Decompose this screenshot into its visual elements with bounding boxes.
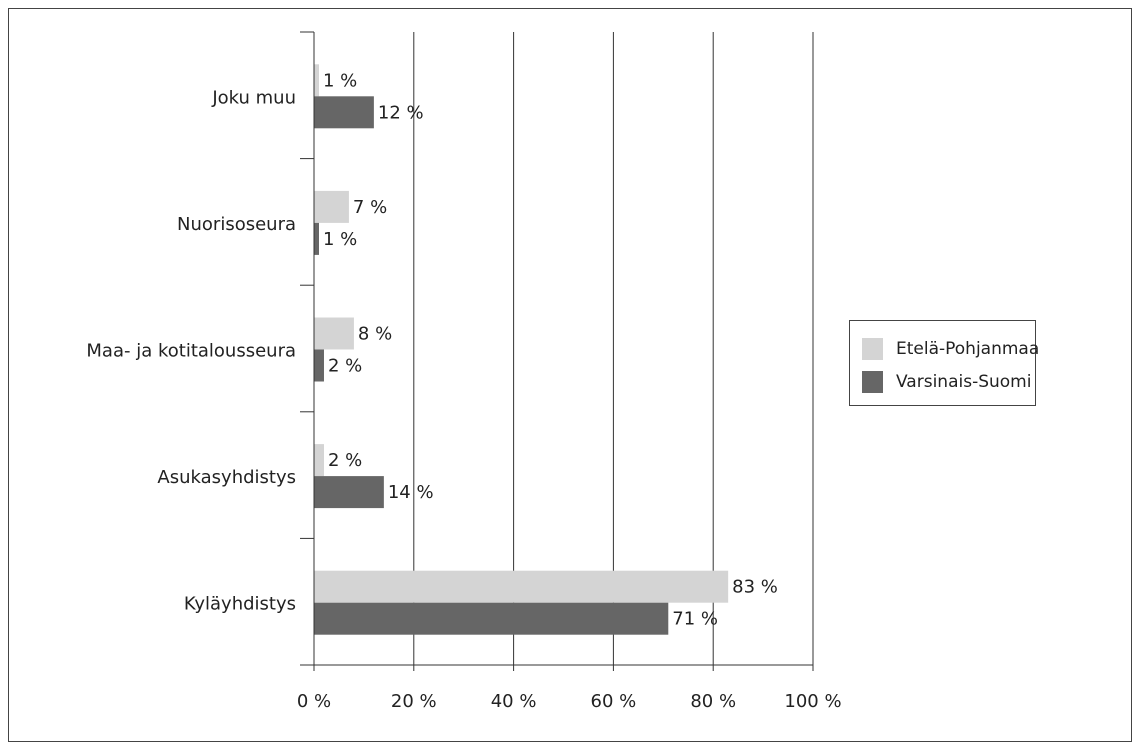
data-label-varsinais-suomi-4: 71 % xyxy=(672,609,718,630)
bar-varsinais-suomi-3 xyxy=(314,476,384,509)
x-tick-label-100: 100 % xyxy=(784,691,841,712)
legend-label-etela-pohjanmaa: Etelä-Pohjanmaa xyxy=(896,339,1040,359)
bar-varsinais-suomi-4 xyxy=(314,602,669,635)
legend-swatch-etela-pohjanmaa xyxy=(862,338,883,360)
legend-item-etela-pohjanmaa: Etelä-Pohjanmaa xyxy=(862,338,1039,360)
data-label-varsinais-suomi-1: 1 % xyxy=(323,229,357,250)
x-tick-label-60: 60 % xyxy=(591,691,637,712)
data-label-varsinais-suomi-3: 14 % xyxy=(388,482,434,503)
data-label-etela-pohjanmaa-4: 83 % xyxy=(732,577,778,598)
data-label-varsinais-suomi-2: 2 % xyxy=(328,356,362,377)
legend-item-varsinais-suomi: Varsinais-Suomi xyxy=(862,371,1031,393)
data-label-etela-pohjanmaa-1: 7 % xyxy=(353,197,387,218)
data-label-etela-pohjanmaa-2: 8 % xyxy=(358,324,392,345)
x-tick-label-80: 80 % xyxy=(690,691,736,712)
bar-varsinais-suomi-0 xyxy=(314,96,374,129)
bar-etela-pohjanmaa-2 xyxy=(314,317,354,350)
bar-etela-pohjanmaa-3 xyxy=(314,444,324,477)
data-label-etela-pohjanmaa-3: 2 % xyxy=(328,450,362,471)
legend-label-varsinais-suomi: Varsinais-Suomi xyxy=(896,372,1032,392)
y-category-label-2: Maa- ja kotitalousseura xyxy=(86,341,296,362)
legend-swatch-varsinais-suomi xyxy=(862,371,883,393)
bar-varsinais-suomi-1 xyxy=(314,222,319,255)
x-tick-label-40: 40 % xyxy=(491,691,537,712)
x-tick-label-20: 20 % xyxy=(391,691,437,712)
x-tick-label-0: 0 % xyxy=(297,691,331,712)
y-category-label-1: Nuorisoseura xyxy=(177,214,296,235)
bar-varsinais-suomi-2 xyxy=(314,349,324,382)
bar-etela-pohjanmaa-4 xyxy=(314,570,729,603)
y-category-label-4: Kyläyhdistys xyxy=(184,594,296,615)
data-label-etela-pohjanmaa-0: 1 % xyxy=(323,70,357,91)
bar-etela-pohjanmaa-0 xyxy=(314,64,319,97)
y-category-label-0: Joku muu xyxy=(211,87,296,108)
bar-etela-pohjanmaa-1 xyxy=(314,190,349,223)
legend: Etelä-Pohjanmaa Varsinais-Suomi xyxy=(849,320,1039,406)
y-category-label-3: Asukasyhdistys xyxy=(157,467,296,488)
data-label-varsinais-suomi-0: 12 % xyxy=(378,102,424,123)
